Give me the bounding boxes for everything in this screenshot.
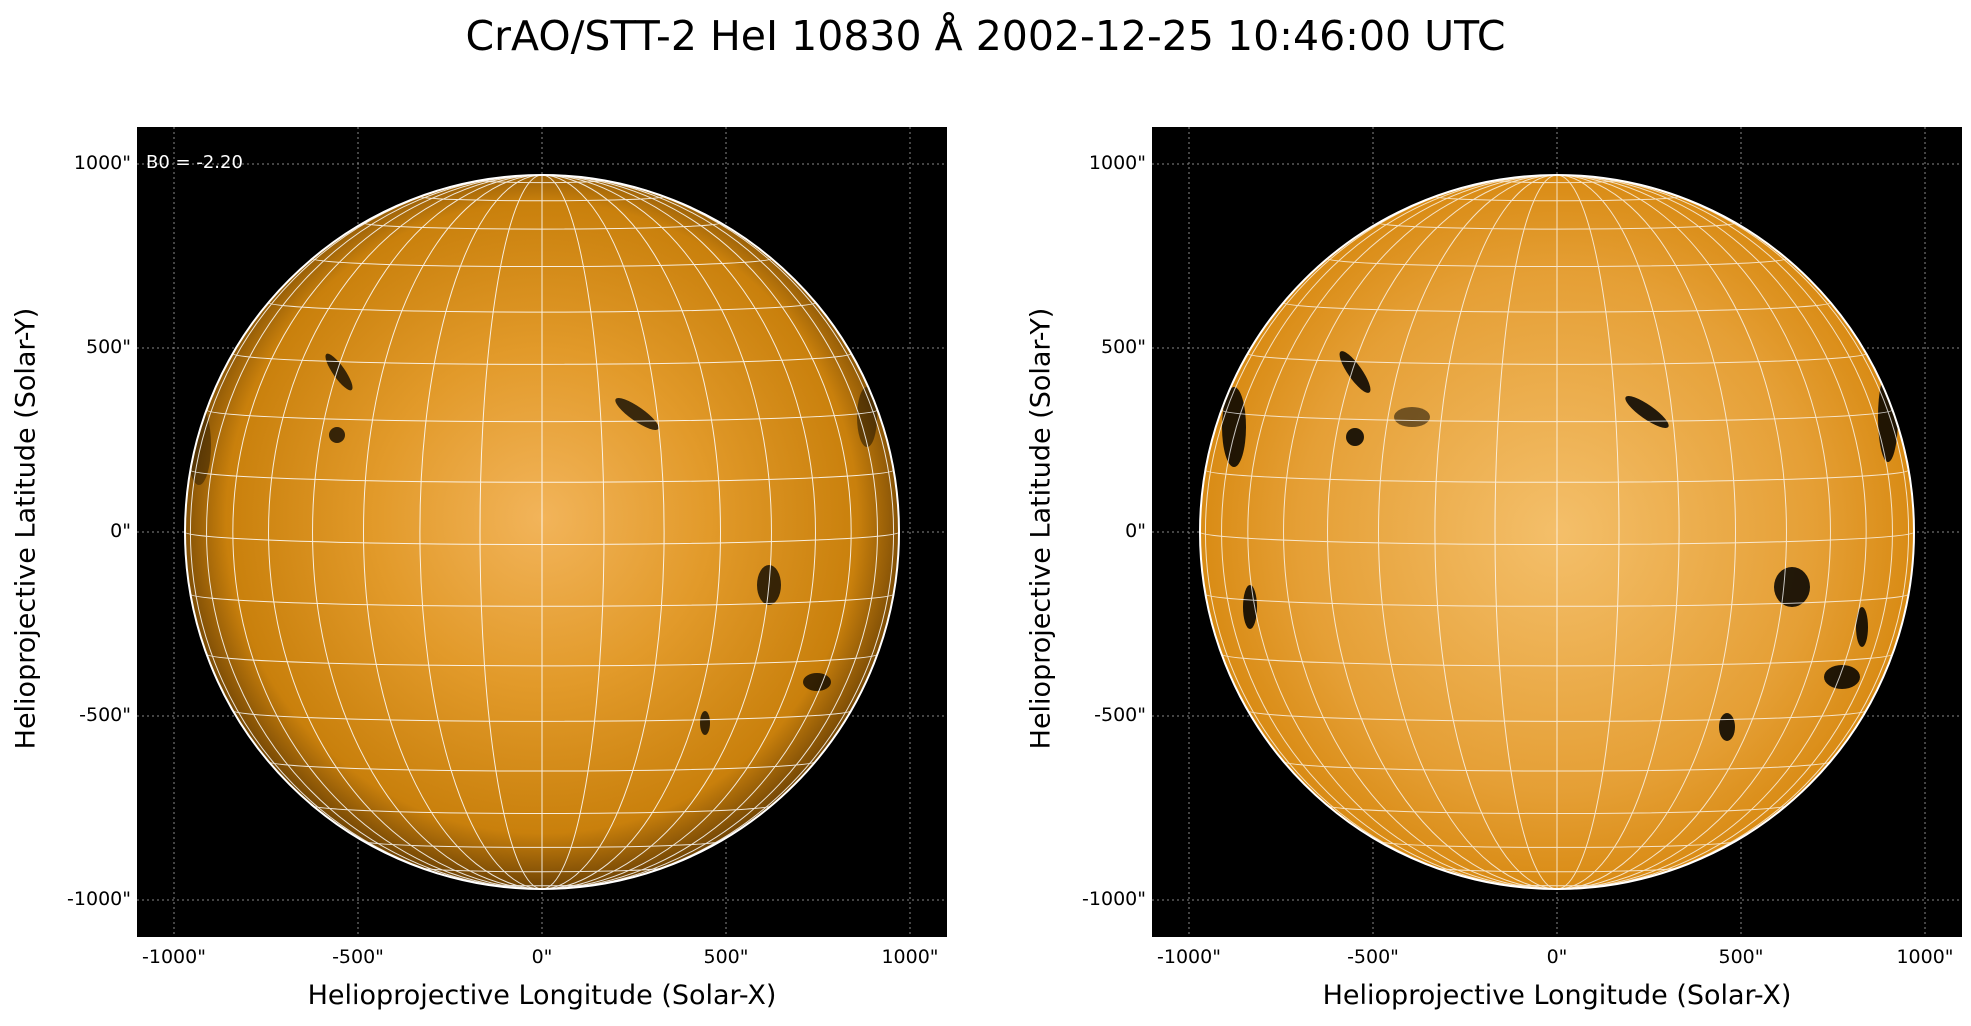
- longitude-line: [1378, 174, 1558, 890]
- longitude-line: [541, 174, 605, 890]
- x-tick-label: 500": [1718, 946, 1764, 968]
- longitude-line: [206, 174, 543, 890]
- longitude-line: [1556, 174, 1831, 890]
- solar-disk-panel-right: [1152, 127, 1962, 937]
- longitude-line: [541, 174, 852, 890]
- x-tick-label: -1000": [142, 946, 206, 968]
- solar-disk-image-right: [1152, 127, 1962, 937]
- longitude-line: [1556, 174, 1736, 890]
- longitude-line: [541, 174, 895, 890]
- y-tick-label: -500": [79, 704, 131, 726]
- longitude-line: [541, 174, 721, 890]
- y-tick-label: 0": [110, 520, 131, 542]
- x-tick-label: 0": [531, 946, 553, 968]
- longitude-line: [1434, 174, 1558, 890]
- longitude-line: [541, 174, 878, 890]
- y-tick-label: 1000": [73, 152, 131, 174]
- y-tick-label: -1000": [1082, 888, 1146, 910]
- figure-title: CrAO/STT-2 HeI 10830 Å 2002-12-25 10:46:…: [465, 12, 1506, 60]
- solar-disk-image-left: [137, 127, 947, 937]
- y-tick-label: 0": [1125, 520, 1146, 542]
- longitude-line: [1204, 174, 1558, 890]
- b0-annotation: B0 = -2.20: [146, 152, 243, 173]
- longitude-line: [479, 174, 543, 890]
- x-tick-label: -500": [332, 946, 384, 968]
- longitude-line: [312, 174, 543, 890]
- longitude-line: [1556, 174, 1620, 890]
- longitude-line: [1221, 174, 1558, 890]
- longitude-line: [363, 174, 543, 890]
- longitude-line: [232, 174, 543, 890]
- y-tick-label: 500": [1100, 336, 1146, 358]
- x-tick-label: 1000": [1896, 946, 1954, 968]
- longitude-line: [541, 174, 816, 890]
- x-tick-label: -500": [1347, 946, 1399, 968]
- longitude-line: [1556, 174, 1893, 890]
- y-tick-label: -500": [1094, 704, 1146, 726]
- solar-disk-panel-left: [137, 127, 947, 937]
- longitude-line: [1494, 174, 1558, 890]
- x-axis-label-left: Helioprojective Longitude (Solar-X): [307, 980, 777, 1011]
- y-tick-label: 500": [85, 336, 131, 358]
- x-tick-label: 0": [1546, 946, 1568, 968]
- x-tick-label: -1000": [1157, 946, 1221, 968]
- y-tick-label: -1000": [67, 888, 131, 910]
- longitude-line: [1556, 174, 1867, 890]
- longitude-line: [1556, 174, 1910, 890]
- longitude-line: [541, 174, 772, 890]
- y-tick-label: 1000": [1088, 152, 1146, 174]
- longitude-line: [1283, 174, 1558, 890]
- longitude-line: [268, 174, 543, 890]
- longitude-line: [1556, 174, 1787, 890]
- longitude-line: [1247, 174, 1558, 890]
- longitude-line: [1327, 174, 1558, 890]
- longitude-line: [1556, 174, 1680, 890]
- x-tick-label: 500": [703, 946, 749, 968]
- longitude-line: [189, 174, 543, 890]
- x-tick-label: 1000": [881, 946, 939, 968]
- x-axis-label-right: Helioprojective Longitude (Solar-X): [1322, 980, 1792, 1011]
- longitude-line: [419, 174, 543, 890]
- longitude-line: [541, 174, 665, 890]
